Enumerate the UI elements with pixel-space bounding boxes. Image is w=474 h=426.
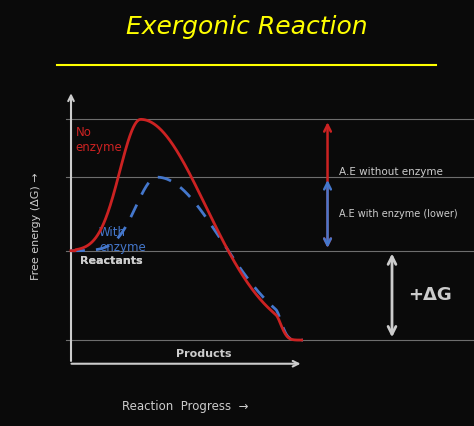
Text: Reactants: Reactants bbox=[80, 256, 143, 266]
Text: A.E with enzyme (lower): A.E with enzyme (lower) bbox=[339, 209, 457, 219]
Text: +ΔG: +ΔG bbox=[408, 286, 452, 305]
Text: Reactants: Reactants bbox=[80, 256, 143, 266]
Text: Exergonic Reaction: Exergonic Reaction bbox=[126, 15, 367, 39]
Text: A.E without enzyme: A.E without enzyme bbox=[339, 167, 443, 177]
Text: Reaction  Progress  →: Reaction Progress → bbox=[122, 400, 248, 413]
Text: With
enzyme: With enzyme bbox=[99, 226, 146, 254]
Text: Free energy (ΔG) →: Free energy (ΔG) → bbox=[30, 172, 41, 279]
Text: Products: Products bbox=[175, 349, 231, 359]
Text: No
enzyme: No enzyme bbox=[76, 126, 122, 154]
